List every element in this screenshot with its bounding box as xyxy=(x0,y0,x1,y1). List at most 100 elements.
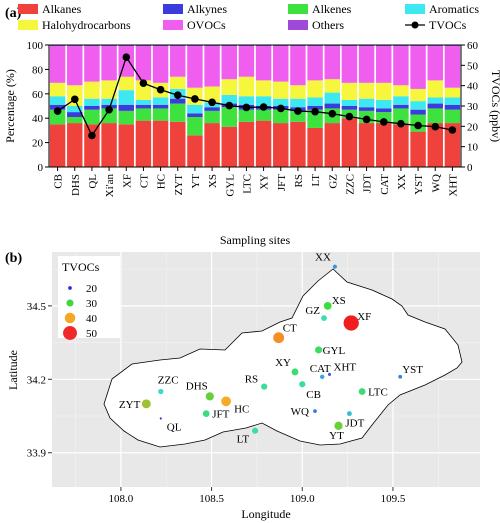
bar-HC-ovocs xyxy=(152,46,169,83)
y-tick-label: 100 xyxy=(27,40,44,52)
bar-QL-alkynes xyxy=(84,106,100,110)
legend-swatch-aromatics xyxy=(405,4,425,14)
bar-JFT-halohydrocarbons xyxy=(273,81,289,99)
bar-LTC-others xyxy=(238,45,255,47)
tvocs-point-HC xyxy=(156,85,165,94)
x-tick-label: LTC xyxy=(241,174,253,194)
x-tick-label-b: 109.5 xyxy=(381,493,406,505)
x-tick-label: CT xyxy=(138,174,150,188)
bar-ZYT-alkenes xyxy=(170,103,186,122)
x-tick-label: QL xyxy=(87,174,99,189)
bar-XHT-others xyxy=(444,45,461,47)
tvocs-point-JDT xyxy=(362,115,371,124)
bar-Xi'an-ovocs xyxy=(101,46,117,81)
legend-label-alkenes: Alkenes xyxy=(312,2,352,16)
legend-b-label-20: 20 xyxy=(86,283,98,295)
site-point-YST xyxy=(398,374,403,379)
x-tick-label: XF xyxy=(121,174,133,188)
legend-label-alkynes: Alkynes xyxy=(187,2,227,16)
bar-WQ-halohydrocarbons xyxy=(427,80,443,98)
bar-XHT-alkanes xyxy=(444,123,461,167)
bar-RS-alkenes xyxy=(290,110,306,122)
y-tick-label: 60 xyxy=(32,89,44,101)
tvocs-point-XF xyxy=(122,53,131,61)
site-point-GZ xyxy=(321,315,327,321)
tvocs-point-GZ xyxy=(328,109,337,118)
bar-LT-ovocs xyxy=(307,46,323,81)
bar-ZZC-others xyxy=(341,45,358,47)
y-axis-label-a: Percentage (%) xyxy=(3,69,17,143)
y-axis-right: 0 10 20 30 40 50 60 xyxy=(461,40,479,174)
bar-XX-ovocs xyxy=(393,46,409,86)
tvocs-point-XS xyxy=(208,98,216,107)
tvocs-point-CB xyxy=(53,107,62,115)
tvocs-point-Xi'an xyxy=(105,105,113,114)
tvocs-point-XX xyxy=(397,119,405,128)
bar-XX-alkanes xyxy=(393,124,409,167)
map-axes: 108.0 108.5 109.0 109.5 33.9 34.2 34.5 xyxy=(27,301,406,505)
x-tick-label: WQ xyxy=(430,174,442,192)
bar-CT-others xyxy=(135,45,152,47)
site-label-XF: XF xyxy=(357,311,371,323)
bar-XS-alkynes xyxy=(204,107,220,111)
x-tick-label-b: 108.0 xyxy=(109,493,134,505)
tvocs-point-GYL xyxy=(225,101,234,110)
site-point-XS xyxy=(323,302,332,310)
x-tick-label: CAT xyxy=(379,174,391,195)
x-tick-label: YST xyxy=(413,174,425,195)
bar-WQ-alkanes xyxy=(427,123,443,167)
bar-XHT-aromatics xyxy=(444,97,461,105)
x-tick-label: XHT xyxy=(447,174,459,197)
legend-swatch-alkynes xyxy=(163,4,183,14)
bar-CB-others xyxy=(49,45,66,47)
bar-GZ-ovocs xyxy=(324,46,340,80)
bar-RS-ovocs xyxy=(290,46,306,86)
site-point-XHT xyxy=(327,372,332,376)
bar-JFT-alkanes xyxy=(273,123,289,167)
legend-swatch-others xyxy=(288,20,308,30)
stacked-bars xyxy=(49,45,461,167)
x-tick-label: Xi'an xyxy=(104,174,116,198)
bar-XHT-halohydrocarbons xyxy=(444,87,461,98)
bar-ZYT-ovocs xyxy=(170,46,186,77)
legend-b-label-40: 40 xyxy=(86,313,98,325)
bar-RS-halohydrocarbons xyxy=(290,85,306,99)
bar-ZZC-ovocs xyxy=(341,46,358,83)
legend-swatch-alkanes xyxy=(18,4,38,14)
bar-JFT-others xyxy=(273,45,289,47)
bar-GYL-aromatics xyxy=(221,95,237,104)
bar-GYL-others xyxy=(221,45,237,47)
bar-WQ-alkenes xyxy=(427,108,443,124)
legend-label-tvocs: TVOCs xyxy=(429,18,467,32)
bar-GYL-alkenes xyxy=(221,107,237,127)
site-label-GYL: GYL xyxy=(323,345,346,357)
legend-label-halohydrocarbons: Halohydrocarbons xyxy=(42,18,131,32)
bar-HC-alkenes xyxy=(152,108,169,121)
bar-DHS-others xyxy=(67,45,83,47)
y-right-tick-label: 10 xyxy=(467,142,479,154)
site-point-GYL xyxy=(315,346,323,354)
legend-b-title: TVOCs xyxy=(62,260,100,274)
site-label-LT: LT xyxy=(237,434,250,446)
bar-XS-halohydrocarbons xyxy=(204,86,220,103)
site-label-YT: YT xyxy=(329,430,344,442)
x-tick-label: XS xyxy=(207,174,219,188)
bar-CT-ovocs xyxy=(135,46,152,81)
bar-XX-alkenes xyxy=(393,108,409,125)
region-boundary xyxy=(103,268,463,448)
legend-b: TVOCs 20 30 40 50 xyxy=(58,256,120,340)
y-axis-label-b: Latitude xyxy=(6,350,20,390)
x-tick-label: GYL xyxy=(224,174,236,197)
y-tick-label-b: 34.5 xyxy=(27,301,47,313)
bar-LTC-aromatics xyxy=(238,96,255,105)
bar-XY-others xyxy=(255,45,272,47)
bar-YT-others xyxy=(187,45,203,47)
x-axis-label-b: Longitude xyxy=(241,507,290,521)
site-label-XX: XX xyxy=(315,252,331,264)
x-tick-label: LT xyxy=(310,174,322,187)
tvocs-point-WQ xyxy=(431,122,440,131)
bar-GYL-alkanes xyxy=(221,126,237,167)
bar-XHT-alkenes xyxy=(444,109,461,124)
tvocs-point-CAT xyxy=(380,118,388,126)
y-right-tick-label: 40 xyxy=(467,81,479,93)
